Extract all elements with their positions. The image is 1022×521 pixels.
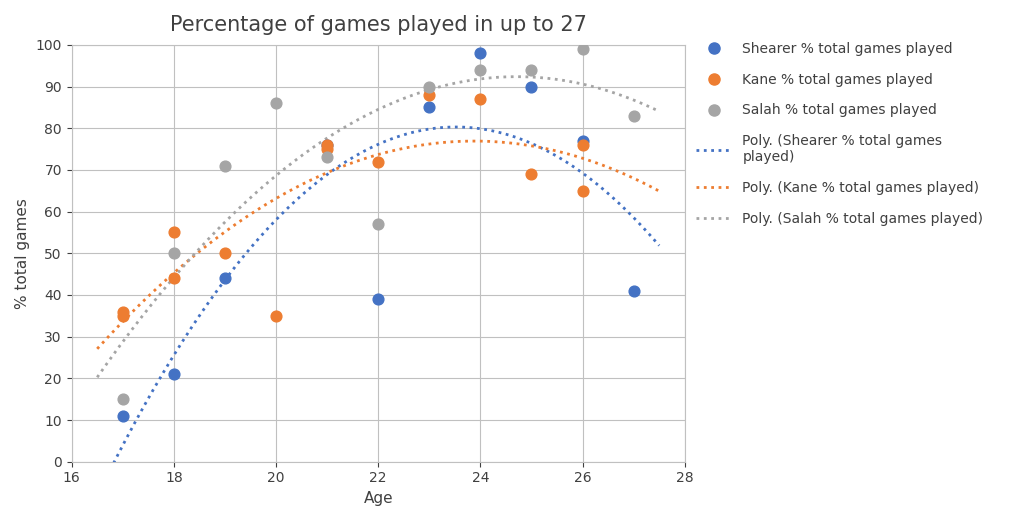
Point (114, 307, 131, 316)
Point (114, 312, 131, 320)
Point (166, 274, 182, 282)
Legend: Shearer % total games played, Kane % total games played, Salah % total games pla: Shearer % total games played, Kane % tot… (691, 36, 989, 231)
Point (268, 99, 284, 107)
Point (625, 287, 642, 295)
Point (370, 220, 386, 228)
Point (523, 66, 540, 74)
Point (217, 162, 233, 170)
Title: Percentage of games played in up to 27: Percentage of games played in up to 27 (170, 15, 587, 35)
Point (472, 49, 489, 57)
Point (166, 370, 182, 378)
Point (319, 141, 335, 149)
Point (421, 91, 437, 99)
Point (574, 137, 591, 145)
Point (472, 66, 489, 74)
Point (319, 145, 335, 153)
Point (370, 295, 386, 303)
Point (166, 228, 182, 237)
X-axis label: Age: Age (364, 491, 393, 506)
Point (114, 395, 131, 403)
Point (625, 111, 642, 120)
Point (472, 95, 489, 103)
Point (217, 274, 233, 282)
Point (523, 82, 540, 91)
Point (421, 82, 437, 91)
Point (421, 103, 437, 111)
Point (574, 141, 591, 149)
Point (166, 249, 182, 257)
Point (319, 153, 335, 162)
Point (114, 412, 131, 420)
Point (268, 312, 284, 320)
Point (574, 45, 591, 53)
Point (217, 249, 233, 257)
Point (370, 157, 386, 166)
Point (523, 170, 540, 178)
Y-axis label: % total games: % total games (15, 198, 30, 309)
Point (574, 187, 591, 195)
Point (319, 141, 335, 149)
